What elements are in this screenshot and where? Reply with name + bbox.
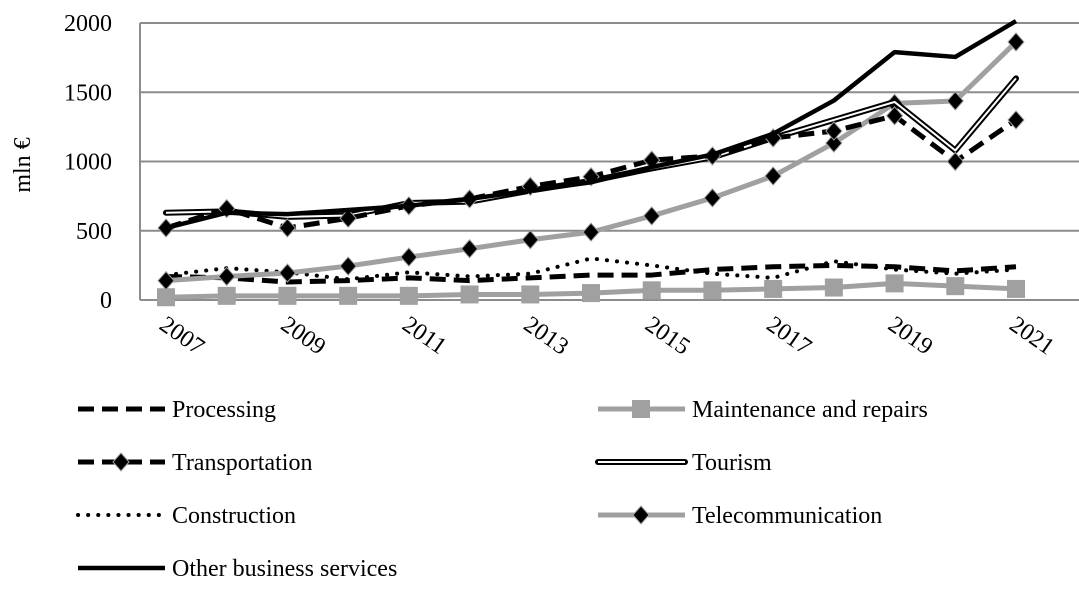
y-tick-label: 2000 [64, 11, 112, 37]
series-processing [165, 262, 1017, 285]
data-point [521, 285, 540, 304]
data-point [764, 279, 783, 298]
data-point [824, 278, 843, 297]
legend-label: Maintenance and repairs [692, 397, 928, 423]
legend-item: Transportation [78, 450, 312, 476]
y-axis-label: mln € [10, 137, 36, 192]
data-point [217, 286, 236, 305]
data-point [703, 188, 722, 208]
y-tick-label: 1000 [64, 150, 112, 176]
y-axis-ticks: 0 500 1000 1500 2000 [64, 11, 112, 314]
x-tick-label: 2015 [640, 312, 694, 361]
legend-item: Processing [78, 397, 276, 423]
data-point [460, 239, 479, 259]
series-line [165, 19, 1018, 231]
legend-marker [632, 400, 650, 418]
y-tick-label: 1500 [64, 80, 112, 106]
legend-item: Telecommunication [598, 503, 882, 529]
data-point [278, 286, 297, 305]
data-point [157, 270, 175, 291]
y-tick-label: 500 [76, 219, 112, 245]
data-point [1007, 32, 1025, 52]
data-point [278, 218, 297, 238]
data-point [642, 281, 661, 300]
data-point [582, 284, 600, 303]
data-point [400, 247, 418, 267]
series-line-inner [165, 77, 1017, 218]
data-point [1007, 279, 1025, 298]
x-tick-label: 2011 [397, 312, 451, 360]
legend-label: Construction [172, 503, 296, 529]
data-point [218, 266, 236, 287]
data-point [946, 91, 964, 111]
x-tick-label: 2007 [155, 312, 209, 361]
data-point [339, 208, 357, 229]
legend-label: Tourism [692, 450, 772, 476]
data-point [825, 121, 843, 141]
x-tick-label: 2017 [762, 312, 816, 361]
data-point [885, 274, 904, 293]
data-point [278, 263, 297, 283]
x-tick-label: 2019 [883, 312, 937, 361]
data-point [1007, 110, 1025, 130]
x-axis-ticks: 2007 2009 2011 2013 2015 2017 2019 2021 [155, 312, 1059, 361]
legend-label: Other business services [172, 556, 397, 582]
data-point [521, 230, 539, 250]
legend-label: Telecommunication [692, 503, 882, 529]
series-maintenance-and-repairs [157, 274, 1025, 307]
series-other-business-services [165, 19, 1018, 231]
data-point [946, 151, 964, 172]
gridlines [139, 22, 1079, 301]
data-point [703, 281, 722, 300]
legend-label: Processing [172, 397, 276, 423]
legend: Processing Maintenance and repairs Transpo… [76, 397, 928, 582]
data-point [764, 166, 782, 186]
data-point [399, 286, 418, 305]
y-tick-label: 0 [100, 288, 112, 314]
data-point [339, 286, 358, 305]
data-point [946, 277, 965, 296]
data-point [885, 106, 904, 126]
series-tourism [163, 75, 1019, 220]
legend-item: Maintenance and repairs [598, 397, 928, 423]
series-lines [157, 19, 1025, 307]
x-tick-label: 2013 [519, 312, 573, 361]
legend-marker [632, 505, 650, 525]
x-tick-label: 2009 [276, 312, 330, 361]
legend-marker [112, 452, 130, 472]
data-point [157, 288, 175, 307]
data-point [643, 206, 661, 226]
data-point [825, 133, 843, 153]
x-tick-label: 2021 [1005, 312, 1059, 361]
legend-item: Construction [76, 503, 296, 529]
series-line [165, 262, 1017, 285]
series-line [163, 75, 1019, 220]
legend-item: Tourism [595, 450, 772, 476]
data-point [460, 285, 479, 304]
data-point [582, 222, 600, 242]
legend-label: Transportation [172, 450, 312, 476]
data-point [339, 256, 357, 276]
legend-item: Other business services [78, 556, 397, 582]
